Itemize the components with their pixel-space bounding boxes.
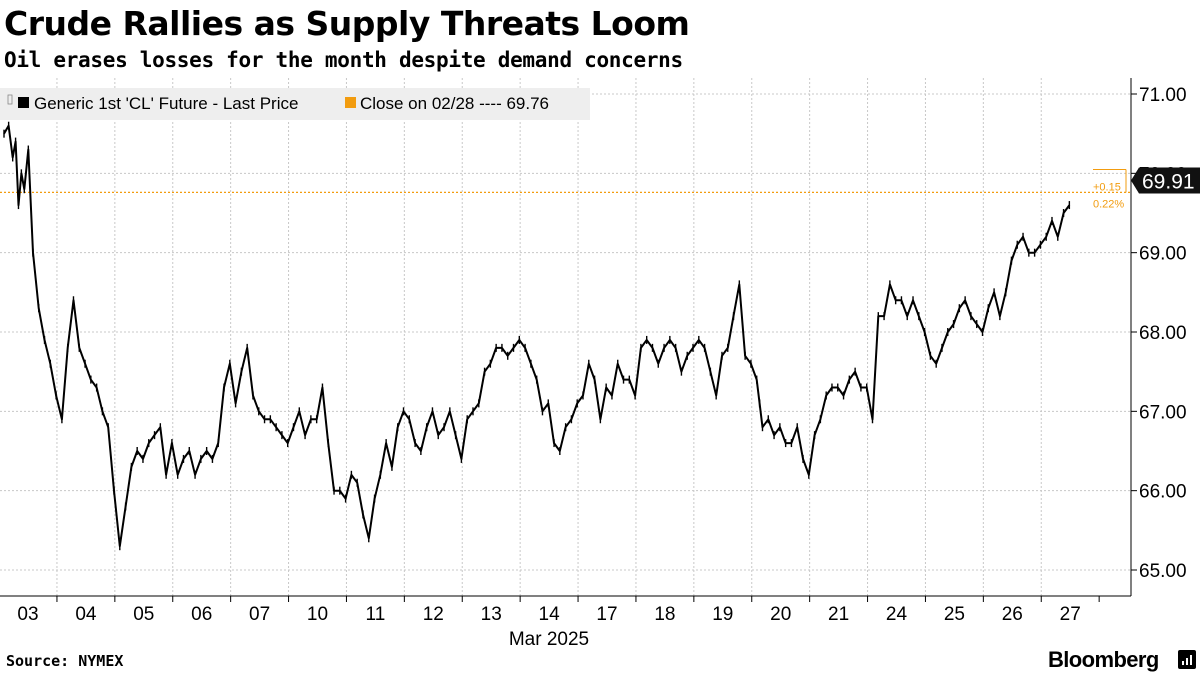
bloomberg-chart-icon xyxy=(1178,650,1196,669)
x-tick-label: 03 xyxy=(17,604,38,625)
x-tick-label: 12 xyxy=(423,604,444,625)
source-note: Source: NYMEX xyxy=(6,652,124,670)
y-tick-label: 66.00 xyxy=(1139,482,1187,503)
price-line xyxy=(3,124,1071,548)
x-tick-label: 25 xyxy=(944,604,965,625)
y-tick-label: 65.00 xyxy=(1139,561,1187,582)
x-tick-label: 20 xyxy=(770,604,791,625)
x-tick-label: 11 xyxy=(366,604,386,625)
y-tick-label: 68.00 xyxy=(1139,323,1187,344)
x-tick-label: 07 xyxy=(249,604,270,625)
change-percent-label: 0.22% xyxy=(1093,198,1124,210)
x-tick-label: 26 xyxy=(1002,604,1023,625)
x-tick-label: 04 xyxy=(75,604,97,625)
x-tick-label: 27 xyxy=(1060,604,1081,625)
legend[interactable]: Generic 1st 'CL' Future - Last Price Clos… xyxy=(0,88,590,120)
legend-label-series: Generic 1st 'CL' Future - Last Price xyxy=(34,94,298,113)
last-price-label: 69.91 xyxy=(1142,170,1195,193)
legend-background xyxy=(0,88,590,120)
y-tick-label: 71.00 xyxy=(1139,85,1187,106)
x-axis-label: Mar 2025 xyxy=(509,629,589,648)
series-layer xyxy=(3,121,1071,551)
legend-label-reference: Close on 02/28 ---- 69.76 xyxy=(360,94,549,113)
change-absolute-label: +0.15 xyxy=(1093,181,1121,193)
y-tick-label: 67.00 xyxy=(1139,402,1187,423)
legend-swatch-reference xyxy=(345,97,356,108)
x-tick-label: 21 xyxy=(828,604,849,625)
x-tick-label: 19 xyxy=(712,604,733,625)
x-tick-label: 17 xyxy=(596,604,617,625)
x-tick-label: 14 xyxy=(539,604,561,625)
legend-handle-icon xyxy=(7,94,13,105)
chart-title: Crude Rallies as Supply Threats Loom xyxy=(4,4,690,43)
x-tick-label: 13 xyxy=(481,604,502,625)
y-tick-label: 69.00 xyxy=(1139,244,1187,265)
x-tick-label: 10 xyxy=(307,604,328,625)
chart-subtitle: Oil erases losses for the month despite … xyxy=(4,48,683,72)
x-tick-label: 24 xyxy=(886,604,908,625)
bloomberg-logo: Bloomberg xyxy=(1048,647,1159,672)
grid-layer xyxy=(0,78,1131,596)
annotation-layer: 69.91 +0.15 0.22% xyxy=(1093,167,1200,210)
legend-swatch-series xyxy=(18,97,29,108)
x-tick-label: 05 xyxy=(133,604,154,625)
x-tick-label: 06 xyxy=(191,604,212,625)
axis-layer: 65.0066.0067.0068.0069.0070.0071.0003040… xyxy=(0,78,1187,648)
x-tick-label: 18 xyxy=(654,604,675,625)
price-chart: 65.0066.0067.0068.0069.0070.0071.0003040… xyxy=(0,78,1200,648)
last-price-box xyxy=(1131,167,1200,194)
